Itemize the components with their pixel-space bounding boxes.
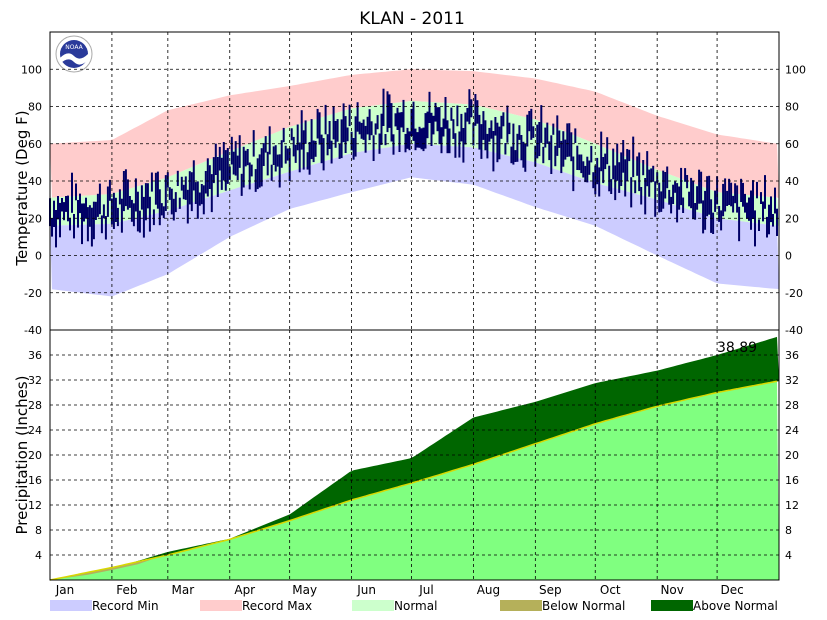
precipitation-total-annotation: 38.89 bbox=[717, 340, 757, 356]
normal-precip-line bbox=[49, 380, 778, 581]
temp-ytick-right: 20 bbox=[785, 212, 799, 225]
temp-ytick-left: 60 bbox=[28, 138, 42, 151]
month-label: Jun bbox=[356, 583, 376, 597]
legend-label: Record Max bbox=[242, 599, 312, 613]
precipitation-ylabel: Precipitation (Inches) bbox=[13, 376, 31, 535]
precipitation-grid bbox=[50, 330, 779, 580]
precip-ytick-left: 8 bbox=[35, 524, 42, 537]
temp-ytick-left: -20 bbox=[24, 287, 42, 300]
month-labels: Jan Feb Mar Apr May Jun Jul Aug Sep Oct Nov Dec bbox=[55, 583, 744, 597]
temp-ytick-left: 80 bbox=[28, 101, 42, 114]
month-label: Apr bbox=[234, 583, 255, 597]
temp-ytick-right: -40 bbox=[785, 324, 803, 337]
temp-ytick-right: 40 bbox=[785, 175, 799, 188]
legend-swatch bbox=[651, 600, 693, 611]
temp-ytick-left: 20 bbox=[28, 212, 42, 225]
precip-ytick-right: 28 bbox=[785, 399, 799, 412]
precipitation-panel: 4 4 8 8 12 12 16 16 20 20 24 24 28 28 32 32 36 36 Precipi… bbox=[13, 329, 799, 581]
month-label: Oct bbox=[600, 583, 621, 597]
month-label: Jul bbox=[418, 583, 433, 597]
temp-ytick-left: 40 bbox=[28, 175, 42, 188]
month-label: Dec bbox=[720, 583, 743, 597]
precip-ytick-left: 24 bbox=[28, 424, 42, 437]
temp-ytick-right: 60 bbox=[785, 138, 799, 151]
temp-ytick-right: -20 bbox=[785, 287, 803, 300]
precip-ytick-right: 36 bbox=[785, 349, 799, 362]
legend-item: Below Normal bbox=[500, 599, 625, 613]
legend-swatch bbox=[500, 600, 542, 611]
temperature-panel: -20 -20 0 0 20 20 40 40 60 60 80 80 100 100 -40 -40 Tem… bbox=[13, 31, 806, 337]
legend-label: Above Normal bbox=[693, 599, 778, 613]
precip-ytick-right: 24 bbox=[785, 424, 799, 437]
legend-item: Normal bbox=[352, 599, 437, 613]
observed-temperature-bars bbox=[49, 88, 778, 248]
month-label: May bbox=[292, 583, 317, 597]
record-min-area bbox=[50, 143, 779, 297]
record-max-area bbox=[50, 69, 779, 198]
precip-ytick-right: 16 bbox=[785, 474, 799, 487]
legend-label: Normal bbox=[394, 599, 437, 613]
temperature-tick-labels: -20 -20 0 0 20 20 40 40 60 60 80 80 100 100 -40 -40 bbox=[21, 63, 806, 337]
legend-item: Record Min bbox=[50, 599, 159, 613]
temperature-ylabel: Temperature (Deg F) bbox=[13, 110, 31, 266]
month-label: Jan bbox=[55, 583, 75, 597]
precip-ytick-right: 32 bbox=[785, 374, 799, 387]
above-normal-area bbox=[50, 336, 779, 580]
month-label: Mar bbox=[172, 583, 195, 597]
precipitation-tick-labels: 4 4 8 8 12 12 16 16 20 20 24 24 28 28 32 32 36 36 bbox=[28, 349, 799, 562]
month-label: Nov bbox=[660, 583, 683, 597]
legend-item: Above Normal bbox=[651, 599, 778, 613]
precip-ytick-left: 16 bbox=[28, 474, 42, 487]
precipitation-frame bbox=[49, 329, 780, 581]
precip-ytick-left: 32 bbox=[28, 374, 42, 387]
month-label: Sep bbox=[539, 583, 562, 597]
temp-ytick-left: 0 bbox=[35, 250, 42, 263]
chart-title: KLAN - 2011 bbox=[359, 9, 465, 29]
legend-swatch bbox=[352, 600, 394, 611]
legend-swatch bbox=[200, 600, 242, 611]
legend-swatch bbox=[50, 600, 92, 611]
precip-ytick-right: 4 bbox=[785, 549, 792, 562]
legend-item: Record Max bbox=[200, 599, 312, 613]
month-label: Feb bbox=[116, 583, 137, 597]
temp-ytick-left: 100 bbox=[21, 63, 42, 76]
precip-ytick-left: 4 bbox=[35, 549, 42, 562]
precip-ytick-left: 28 bbox=[28, 399, 42, 412]
noaa-logo: NOAA bbox=[55, 35, 93, 73]
precipitation-areas bbox=[49, 336, 779, 581]
precip-ytick-right: 8 bbox=[785, 524, 792, 537]
month-label: Aug bbox=[477, 583, 500, 597]
precip-ytick-right: 12 bbox=[785, 499, 799, 512]
precip-ytick-left: 12 bbox=[28, 499, 42, 512]
temp-ytick-left: -40 bbox=[24, 324, 42, 337]
legend-label: Below Normal bbox=[542, 599, 625, 613]
precip-ytick-left: 36 bbox=[28, 349, 42, 362]
noaa-logo-text: NOAA bbox=[65, 44, 83, 51]
temp-ytick-right: 0 bbox=[785, 250, 792, 263]
precip-ytick-right: 20 bbox=[785, 449, 799, 462]
temperature-grid bbox=[50, 32, 779, 330]
legend: Record Min Record Max Normal Below Normal Ab… bbox=[50, 599, 778, 613]
precip-ytick-left: 20 bbox=[28, 449, 42, 462]
temp-ytick-right: 80 bbox=[785, 101, 799, 114]
temp-ytick-right: 100 bbox=[785, 63, 806, 76]
legend-label: Record Min bbox=[92, 599, 159, 613]
